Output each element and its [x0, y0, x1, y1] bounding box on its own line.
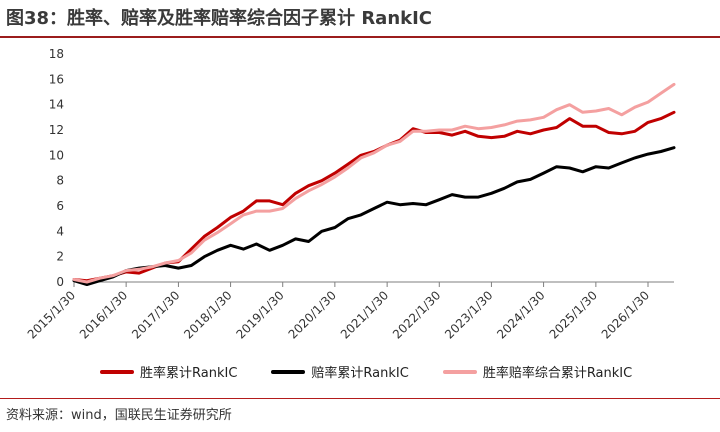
y-tick-label: 10: [49, 148, 64, 162]
chart-legend: 胜率累计RankIC 赔率累计RankIC 胜率赔率综合累计RankIC: [100, 362, 632, 381]
y-tick-label: 0: [56, 275, 64, 289]
y-tick-label: 6: [56, 199, 64, 213]
x-tick-label: 2015/1/30: [25, 288, 78, 341]
y-tick-label: 16: [49, 72, 64, 86]
title-rule: [0, 36, 720, 38]
series-line-3: [72, 82, 676, 284]
x-tick-label: 2018/1/30: [181, 288, 234, 341]
y-axis: 0 2 4 6 8 10 12 14 16 18: [49, 47, 64, 289]
legend-item-2: 赔率累计RankIC: [271, 362, 409, 381]
x-tick-label: 2021/1/30: [338, 288, 391, 341]
legend-label: 胜率赔率综合累计RankIC: [482, 366, 633, 381]
series-layer: [72, 82, 676, 286]
x-tick-label: 2016/1/30: [77, 288, 130, 341]
bottom-rule: [0, 398, 720, 399]
legend-item-1: 胜率累计RankIC: [100, 362, 237, 381]
x-tick-label: 2023/1/30: [442, 288, 495, 341]
x-tick-label: 2019/1/30: [233, 288, 286, 341]
legend-swatch: [271, 369, 306, 374]
y-tick-label: 8: [56, 174, 64, 188]
x-tick-label: 2026/1/30: [599, 288, 652, 341]
x-tick-label: 2020/1/30: [286, 288, 339, 341]
legend-label: 胜率累计RankIC: [140, 366, 238, 381]
y-tick-label: 14: [49, 98, 64, 112]
legend-item-3: 胜率赔率综合累计RankIC: [442, 362, 633, 381]
y-tick-label: 12: [49, 123, 64, 137]
source-note: 资料来源：wind，国联民生证券研究所: [6, 408, 232, 423]
legend-label: 赔率累计RankIC: [311, 366, 409, 381]
figure-title: 图38：胜率、赔率及胜率赔率综合因子累计 RankIC: [6, 8, 433, 29]
x-tick-label: 2022/1/30: [390, 288, 443, 341]
legend-swatch: [100, 369, 134, 374]
x-tick-label: 2024/1/30: [494, 288, 547, 341]
x-tick-label: 2025/1/30: [547, 288, 600, 341]
x-axis: 2015/1/302016/1/302017/1/302018/1/302019…: [25, 281, 674, 342]
legend-swatch: [442, 369, 477, 374]
series-line-2: [72, 146, 676, 286]
series-line-1: [72, 110, 676, 283]
x-tick-label: 2017/1/30: [129, 288, 182, 341]
y-tick-label: 18: [49, 47, 64, 61]
y-tick-label: 4: [56, 224, 64, 238]
y-tick-label: 2: [56, 250, 64, 264]
line-chart: 0 2 4 6 8 10 12 14 16 18 2015/1/302016/1/302017/1…: [25, 47, 676, 342]
